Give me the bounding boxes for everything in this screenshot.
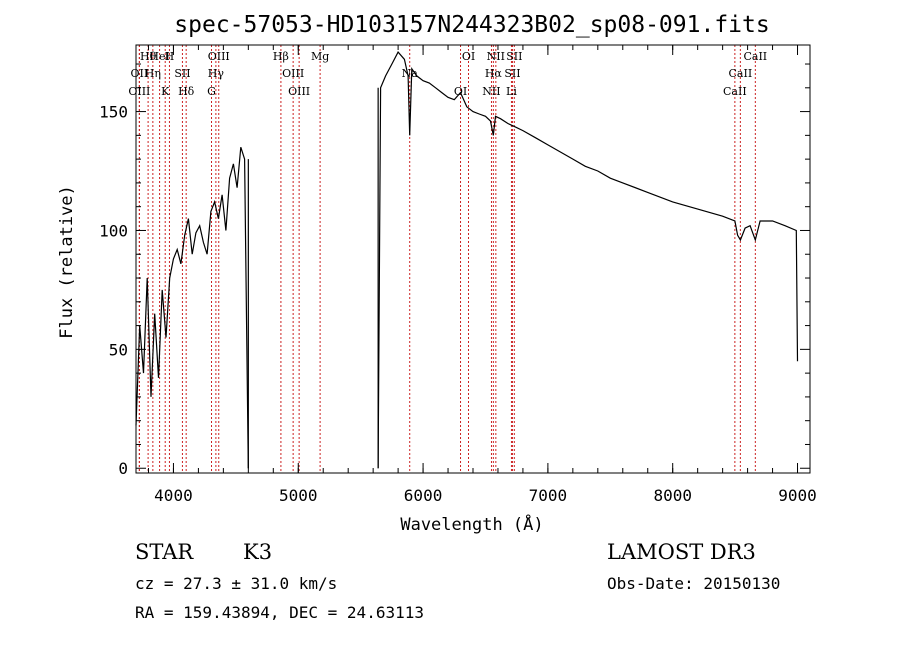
line-label: OIII (128, 85, 150, 98)
line-label: G (207, 85, 216, 98)
emission-line-markers (138, 45, 756, 473)
object-class: STAR (135, 540, 194, 564)
line-label: OIII (288, 85, 310, 98)
x-tick-label: 4000 (154, 486, 193, 505)
line-label: SII (174, 67, 190, 80)
line-label: HeI (149, 50, 169, 63)
line-label: H (165, 50, 175, 63)
survey-name: LAMOST DR3 (607, 540, 756, 564)
x-tick-label: 6000 (404, 486, 443, 505)
line-label: Hβ (273, 50, 289, 63)
line-label: OI (454, 85, 467, 98)
line-label: Hθ (140, 50, 157, 63)
line-label: OIII (208, 50, 230, 63)
line-label: Li (506, 85, 517, 98)
x-tick-label: 9000 (778, 486, 817, 505)
y-tick-label: 100 (99, 221, 128, 240)
plot-frame (135, 44, 811, 474)
y-tick-label: 150 (99, 103, 128, 122)
line-label: Hγ (208, 67, 225, 80)
line-label: K (161, 85, 170, 98)
line-label: Hδ (178, 85, 195, 98)
x-axis-label: Wavelength (Å) (400, 513, 543, 535)
line-label: OII (131, 67, 149, 80)
x-tick-label: 5000 (279, 486, 318, 505)
object-subclass: K3 (243, 540, 273, 564)
x-tick-label: 7000 (529, 486, 568, 505)
line-label: Hα (485, 67, 503, 80)
line-label: OI (462, 50, 475, 63)
line-label: SII (504, 67, 520, 80)
spectrum-line-segment (377, 51, 799, 469)
line-label: Na (402, 67, 419, 80)
line-label: Mg (311, 50, 329, 63)
y-axis-ticks: 0 50 100 150 (99, 63, 810, 478)
line-label: Hη (145, 67, 161, 80)
coordinates: RA = 159.43894, DEC = 24.63113 (135, 603, 424, 622)
chart-title: spec-57053-HD103157N244323B02_sp08-091.f… (174, 12, 769, 38)
line-label: NII (482, 85, 500, 98)
y-tick-label: 0 (118, 459, 128, 478)
y-axis-label: Flux (relative) (57, 185, 77, 339)
x-axis-ticks: 4000 5000 6000 7000 8000 9000 (147, 45, 817, 505)
line-label: CaII (723, 85, 747, 98)
spectrum-series (135, 51, 799, 469)
observation-date: Obs-Date: 20150130 (607, 574, 781, 593)
redshift-velocity: cz = 27.3 ± 31.0 km/s (135, 574, 338, 593)
emission-line-labels: Hθ OII OIII HeI HηK H SII Hδ OIII Hγ G Hβ OIII OIII Mg… (128, 50, 767, 98)
line-label: NII (487, 50, 505, 63)
spectrum-line-segment (135, 147, 249, 469)
line-label: SII (506, 50, 522, 63)
x-tick-label: 8000 (653, 486, 692, 505)
line-label: CaII (729, 67, 753, 80)
line-label: OIII (282, 67, 304, 80)
y-tick-label: 50 (109, 340, 128, 359)
line-label: CaII (743, 50, 767, 63)
